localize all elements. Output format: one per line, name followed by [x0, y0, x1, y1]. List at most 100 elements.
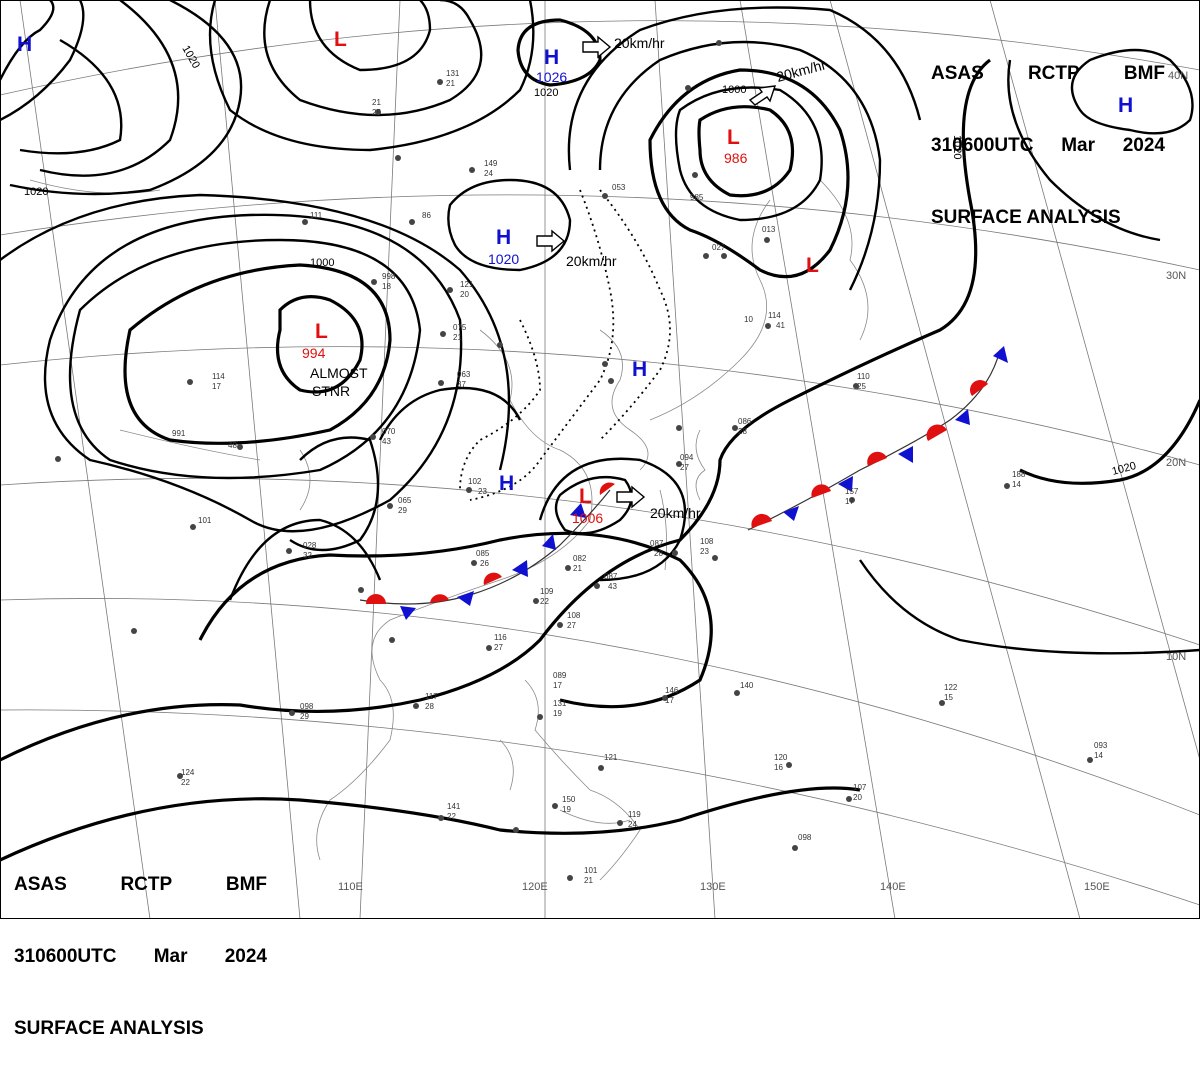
- svg-text:43: 43: [382, 437, 391, 446]
- svg-text:14: 14: [1012, 480, 1021, 489]
- pressure-systems: H L H 1026 L 986 H 1020 L 994 L H H L 10…: [17, 28, 1133, 526]
- isobars: [0, 0, 1200, 862]
- svg-text:122: 122: [944, 683, 958, 692]
- svg-text:070: 070: [382, 427, 396, 436]
- header-station: RCTP: [1027, 63, 1080, 84]
- latitude-labels: 40N 30N 20N 10N: [1166, 70, 1188, 663]
- svg-text:120E: 120E: [522, 881, 548, 893]
- header-bottom-line2: 310600UTC Mar 2024: [14, 945, 267, 969]
- svg-text:102: 102: [468, 477, 482, 486]
- svg-text:32: 32: [303, 551, 312, 560]
- svg-text:150E: 150E: [1084, 881, 1110, 893]
- coastlines: [29, 179, 869, 881]
- svg-text:986: 986: [724, 150, 748, 166]
- svg-text:28: 28: [425, 702, 434, 711]
- trough-lines: [459, 189, 671, 501]
- svg-text:22: 22: [540, 597, 549, 606]
- svg-text:065: 065: [398, 496, 412, 505]
- svg-text:108: 108: [700, 537, 714, 546]
- svg-text:085: 085: [476, 549, 490, 558]
- svg-text:17: 17: [845, 497, 854, 506]
- svg-text:188: 188: [1012, 470, 1026, 479]
- svg-text:098: 098: [300, 702, 314, 711]
- svg-text:STNR: STNR: [312, 383, 350, 399]
- svg-text:994: 994: [302, 345, 326, 361]
- header-year: 2024: [224, 946, 267, 967]
- svg-text:116: 116: [494, 633, 507, 642]
- svg-text:1000: 1000: [310, 257, 334, 269]
- station-markers: [55, 40, 1093, 881]
- svg-text:48: 48: [228, 441, 237, 450]
- header-bottom-line1: ASAS RCTP BMF: [14, 873, 267, 897]
- svg-text:117: 117: [425, 692, 438, 701]
- svg-text:101: 101: [198, 516, 212, 525]
- svg-text:114: 114: [768, 311, 781, 320]
- svg-text:098: 098: [798, 833, 812, 842]
- latitude-lines: [0, 20, 1200, 906]
- svg-text:25: 25: [372, 108, 381, 117]
- svg-text:120: 120: [774, 753, 788, 762]
- svg-text:24: 24: [484, 169, 493, 178]
- svg-text:130E: 130E: [700, 881, 726, 893]
- svg-text:093: 093: [1094, 741, 1108, 750]
- svg-text:013: 013: [762, 225, 776, 234]
- svg-text:41: 41: [776, 321, 785, 330]
- header-title: SURFACE ANALYSIS: [14, 1018, 204, 1039]
- svg-text:119: 119: [628, 810, 641, 819]
- longitude-lines: [19, 0, 1200, 919]
- svg-text:20km/hr: 20km/hr: [650, 505, 701, 521]
- svg-text:991: 991: [172, 429, 186, 438]
- svg-text:114: 114: [212, 372, 225, 381]
- svg-text:24: 24: [628, 820, 637, 829]
- header-time: 310600UTC: [931, 135, 1034, 156]
- svg-text:26: 26: [480, 559, 489, 568]
- svg-text:1020: 1020: [534, 87, 558, 99]
- front-east: [747, 346, 1008, 531]
- low-marker: L: [727, 126, 740, 149]
- header-station: RCTP: [120, 874, 173, 895]
- svg-text:141: 141: [447, 802, 461, 811]
- svg-text:19: 19: [562, 805, 571, 814]
- svg-text:10N: 10N: [1166, 651, 1186, 663]
- svg-text:1000: 1000: [722, 84, 746, 96]
- svg-text:29: 29: [300, 712, 309, 721]
- svg-text:1020: 1020: [24, 186, 48, 198]
- svg-text:107: 107: [853, 783, 867, 792]
- svg-text:20km/hr: 20km/hr: [614, 35, 665, 51]
- svg-text:150: 150: [562, 795, 576, 804]
- svg-text:087: 087: [650, 539, 664, 548]
- svg-text:146: 146: [665, 686, 679, 695]
- svg-text:18: 18: [382, 282, 391, 291]
- svg-text:20N: 20N: [1166, 457, 1186, 469]
- svg-text:140: 140: [740, 681, 754, 690]
- header-year: 2024: [1122, 135, 1165, 156]
- header-top-line2: 310600UTC Mar 2024: [931, 134, 1165, 158]
- svg-text:30N: 30N: [1166, 270, 1186, 282]
- svg-text:028: 028: [303, 541, 317, 550]
- header-top-line1: ASAS RCTP BMF: [931, 62, 1165, 86]
- svg-text:28: 28: [738, 427, 747, 436]
- high-marker: H: [499, 472, 514, 495]
- header-agency: ASAS: [931, 63, 984, 84]
- high-marker: H: [17, 33, 32, 56]
- isobar-labels: 1020 1020 1000 1000 1020 1020 1020: [24, 44, 1137, 478]
- svg-text:29: 29: [398, 506, 407, 515]
- svg-text:21: 21: [446, 79, 455, 88]
- header-code: BMF: [225, 874, 267, 895]
- svg-text:086: 086: [738, 417, 752, 426]
- svg-text:110E: 110E: [338, 881, 363, 893]
- svg-text:10: 10: [744, 315, 753, 324]
- svg-text:089: 089: [553, 671, 567, 680]
- station-values: 131 21 21 25 149 24 86 111 998 18 121 20…: [172, 69, 1108, 885]
- header-code: BMF: [1123, 63, 1165, 84]
- svg-text:15: 15: [944, 693, 953, 702]
- longitude-labels: 110E 120E 130E 140E 150E: [338, 881, 1110, 893]
- svg-text:109: 109: [540, 587, 554, 596]
- svg-text:28: 28: [654, 549, 663, 558]
- svg-text:111: 111: [310, 211, 323, 220]
- svg-text:27: 27: [494, 643, 503, 652]
- svg-text:121: 121: [604, 753, 618, 762]
- svg-text:101: 101: [584, 866, 598, 875]
- header-agency: ASAS: [14, 874, 67, 895]
- svg-text:075: 075: [453, 323, 467, 332]
